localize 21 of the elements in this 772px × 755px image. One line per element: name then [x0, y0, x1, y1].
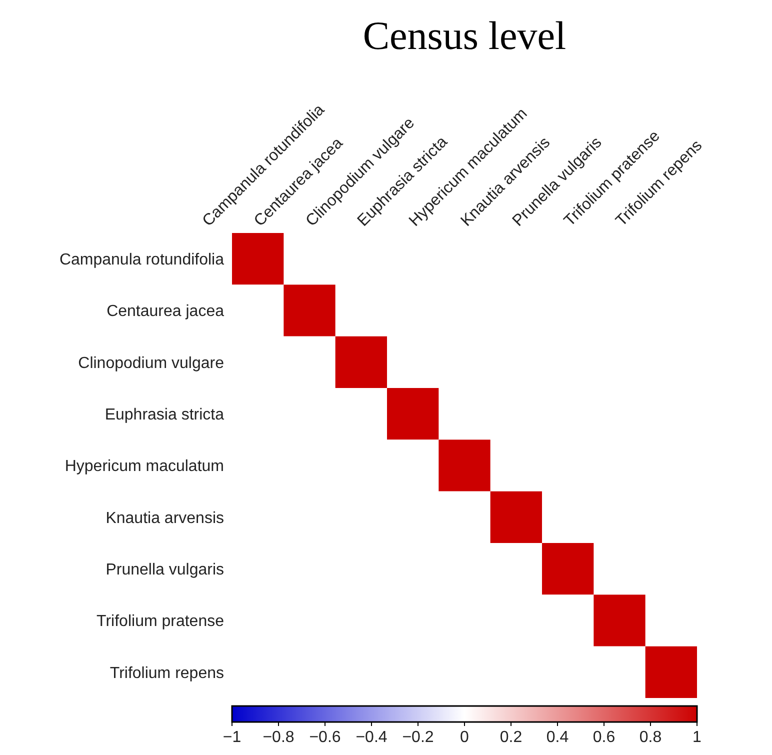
- chart-title: Census level: [362, 12, 568, 59]
- color-bar-label: 0.8: [639, 729, 662, 746]
- y-tick-label: Prunella vulgaris: [106, 562, 224, 579]
- color-bar-label: −0.2: [402, 729, 434, 746]
- y-tick-label: Trifolium repens: [110, 664, 224, 682]
- y-tick-label: Hypericum maculatum: [64, 458, 224, 476]
- color-bar-label: 0.4: [546, 729, 569, 746]
- color-bar-label: −0.4: [356, 729, 388, 746]
- color-bar-label: −0.8: [262, 729, 294, 746]
- color-bar-label: −1: [222, 729, 242, 746]
- y-tick-label: Trifolium pratense: [96, 613, 224, 630]
- color-bar-label: 1: [692, 729, 702, 746]
- y-tick-label: Knautia arvensis: [106, 510, 224, 527]
- color-bar-label: 0.2: [500, 729, 522, 746]
- y-tick-label: Campanula rotundifolia: [59, 252, 224, 269]
- y-tick-label: Clinopodium vulgare: [78, 354, 224, 372]
- y-tick-label: Euphrasia stricta: [104, 406, 224, 424]
- color-bar-label: −0.6: [309, 729, 341, 746]
- color-bar-label: 0.6: [592, 729, 616, 746]
- color-bar-label: 0: [460, 729, 470, 746]
- y-tick-label: Centaurea jacea: [106, 303, 224, 320]
